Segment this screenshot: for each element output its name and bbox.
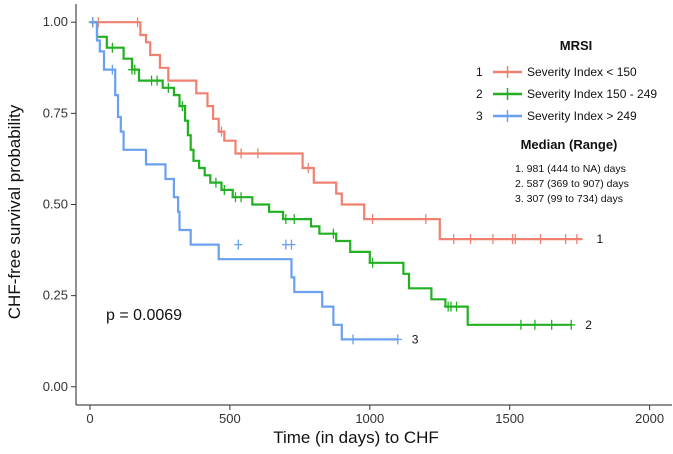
x-tick-label: 500 bbox=[219, 411, 241, 426]
legend-label-1: Severity Index < 150 bbox=[527, 65, 637, 79]
legend-number-3: 3 bbox=[476, 109, 483, 123]
x-tick-label: 0 bbox=[86, 411, 93, 426]
x-tick-label: 1000 bbox=[355, 411, 384, 426]
series-line-1 bbox=[90, 21, 583, 241]
y-tick-label: 0.75 bbox=[43, 105, 68, 120]
x-axis-title: Time (in days) to CHF bbox=[273, 428, 439, 447]
p-value-annotation: p = 0.0069 bbox=[106, 307, 182, 324]
legend: MRSI 1 Severity Index < 150 2 Severity I… bbox=[476, 38, 657, 123]
median-line-3: 3. 307 (99 to 734) days bbox=[515, 193, 623, 205]
x-tick-label: 2000 bbox=[635, 411, 664, 426]
median-line-2: 2. 587 (369 to 907) days bbox=[515, 178, 629, 190]
y-tick-label: 0.50 bbox=[43, 197, 68, 212]
x-tick-label: 1500 bbox=[495, 411, 524, 426]
legend-label-3: Severity Index > 249 bbox=[527, 109, 637, 123]
y-tick-label: 1.00 bbox=[43, 14, 68, 29]
median-title: Median (Range) bbox=[521, 137, 618, 152]
plot-area: 0 500 1000 1500 2000 0.00 0.25 0.50 0.75 1.00 1 2 3 bbox=[43, 4, 672, 426]
legend-label-2: Severity Index 150 - 249 bbox=[527, 87, 657, 101]
legend-number-2: 2 bbox=[476, 87, 483, 101]
y-axis-title: CHF-free survival probability bbox=[5, 104, 24, 319]
series-end-label-2: 2 bbox=[585, 318, 592, 332]
median-line-1: 1. 981 (444 to NA) days bbox=[515, 163, 626, 175]
y-tick-label: 0.00 bbox=[43, 379, 68, 394]
median-table: Median (Range) 1. 981 (444 to NA) days 2… bbox=[515, 137, 629, 205]
series-end-label-3: 3 bbox=[412, 332, 419, 346]
legend-number-1: 1 bbox=[476, 65, 483, 79]
series-end-label-1: 1 bbox=[596, 232, 603, 246]
legend-title: MRSI bbox=[560, 38, 593, 53]
y-tick-label: 0.25 bbox=[43, 288, 68, 303]
